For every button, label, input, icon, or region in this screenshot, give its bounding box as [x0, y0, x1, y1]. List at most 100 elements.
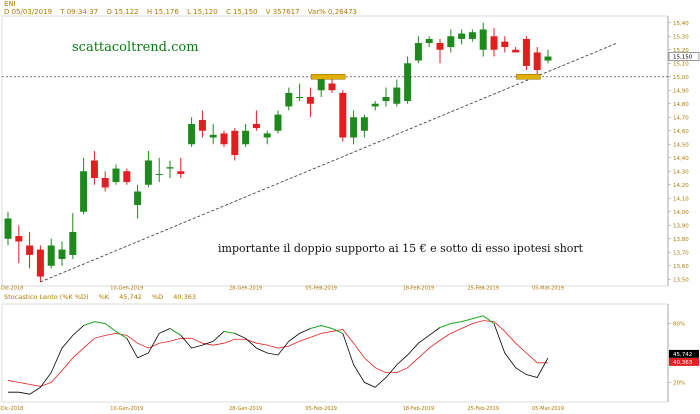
stoch-tick-label: 80%	[673, 322, 685, 328]
candle-body	[242, 130, 250, 145]
stoch-d-label: %D	[151, 293, 164, 301]
date-tick-label: 18-Feb-2019	[403, 286, 435, 291]
date-value: D 05/03/2019	[4, 8, 52, 16]
candle-body	[285, 92, 293, 107]
stoch-date-label: 10-Gen-2019	[110, 406, 143, 412]
candle-body	[371, 103, 379, 107]
open-value: O 15,122	[106, 8, 139, 16]
candle-body	[188, 124, 196, 145]
candle-body	[101, 178, 109, 188]
var-value: Var% 0,26473	[307, 8, 358, 16]
candle-body	[414, 43, 422, 61]
candle-body	[501, 41, 509, 48]
price-tick-label: 13,90	[673, 223, 689, 229]
candle-body	[252, 124, 260, 129]
candle-body	[198, 119, 206, 131]
candle-body	[533, 52, 541, 70]
candle-body	[80, 171, 88, 212]
candle-body	[112, 168, 120, 183]
price-tick-label: 13,80	[673, 237, 689, 243]
watermark: scattacoltrend.com	[72, 40, 199, 55]
price-tick-label: 14,10	[673, 196, 689, 202]
candle-body	[479, 29, 487, 50]
chart-annotation: importante il doppio supporto ai 15 € e …	[218, 242, 584, 255]
candle-body	[155, 173, 163, 175]
stoch-k-box	[669, 349, 699, 358]
stoch-k-overbought	[115, 331, 128, 339]
candle-body	[328, 83, 336, 91]
price-tick-label: 15,20	[673, 48, 689, 54]
stoch-d-last-label: 40,363	[673, 360, 693, 366]
stoch-k-value: 45,742	[119, 293, 142, 301]
stoch-date-label: 18-Feb-2019	[403, 406, 435, 412]
candle-body	[512, 49, 520, 53]
stoch-k-overbought	[450, 321, 462, 325]
stoch-tick-label: 20%	[673, 380, 685, 386]
stoch-k-overbought	[94, 321, 106, 325]
stoch-k-overbought	[439, 323, 451, 328]
price-tick-label: 13,70	[673, 250, 689, 256]
low-value: L 15,120	[187, 8, 218, 16]
stoch-date-label: 28-Gen-2019	[229, 406, 262, 412]
price-tick-label: 14,20	[673, 183, 689, 189]
high-value: H 15,176	[146, 8, 179, 16]
stoch-k-overbought	[83, 321, 95, 326]
date-tick-label: 10-Gen-2019	[110, 286, 143, 291]
stoch-date-label: 25-Feb-2019	[467, 406, 499, 412]
candle-body	[26, 245, 34, 255]
candle-body	[177, 171, 185, 174]
stoch-k-overbought	[461, 318, 473, 323]
stochastic-title: Stocastico Lento (%K %D)	[4, 293, 89, 301]
stoch-d-line	[7, 320, 548, 387]
price-tick-label: 14,80	[673, 102, 689, 108]
candle-body	[468, 32, 476, 39]
candle-body	[360, 117, 368, 131]
candle-body	[382, 97, 390, 102]
price-chart[interactable]: 13,50 13,60 13,70 13,80 13,90 14,00 14,10 14,20…	[0, 0, 700, 290]
candle-body	[458, 33, 466, 39]
price-tick-label: 14,90	[673, 88, 689, 94]
symbol-label: ENI	[4, 0, 16, 8]
price-tick-label: 13,60	[673, 264, 689, 270]
candle-body	[447, 36, 455, 48]
stoch-k-overbought	[472, 315, 484, 320]
stoch-k-overbought	[310, 325, 322, 329]
candle-body	[263, 133, 271, 138]
date-tick-label: 05-Feb-2019	[305, 286, 337, 291]
candle-body	[36, 249, 44, 277]
price-tick-label: 14,60	[673, 129, 689, 135]
price-tick-label: 14,70	[673, 115, 689, 121]
stoch-d-box	[669, 357, 699, 366]
candle-body	[90, 160, 98, 178]
candle-body	[339, 92, 347, 138]
candle-body	[4, 218, 12, 239]
candle-body	[58, 249, 66, 259]
last-price-box	[668, 52, 700, 61]
stoch-k-overbought	[321, 325, 333, 329]
stoch-date-label: 20-Dic-2018	[0, 406, 23, 412]
candle-body	[404, 63, 412, 102]
candle-body	[274, 114, 282, 131]
candle-body	[47, 245, 55, 266]
stoch-k-overbought	[482, 315, 495, 324]
time-value: T 09:34:37	[60, 8, 99, 16]
candle-body	[220, 133, 228, 145]
candle-body	[166, 167, 174, 169]
close-value: C 15,150	[225, 8, 258, 16]
stochastic-chart[interactable]: 20% 80% 45,742 40,363 20-Dic-2018 10-Gen-2019…	[0, 290, 700, 414]
trendline	[40, 42, 618, 283]
date-tick-label: 25-Feb-2019	[467, 286, 499, 291]
candle-body	[522, 38, 530, 66]
candle-body	[490, 36, 498, 50]
volume-value: V 357617	[265, 8, 300, 16]
price-tick-label: 15,00	[673, 75, 689, 81]
date-tick-label: 28-Gen-2019	[229, 286, 262, 291]
candle-body	[425, 38, 433, 43]
candle-body	[544, 56, 552, 61]
candle-body	[393, 87, 401, 104]
date-tick-label: 05-Mar-2019	[532, 286, 564, 291]
stoch-d-value: 40,363	[173, 293, 196, 301]
candle-body	[296, 97, 304, 98]
stoch-k-line	[8, 315, 549, 395]
support-marker	[310, 74, 346, 80]
